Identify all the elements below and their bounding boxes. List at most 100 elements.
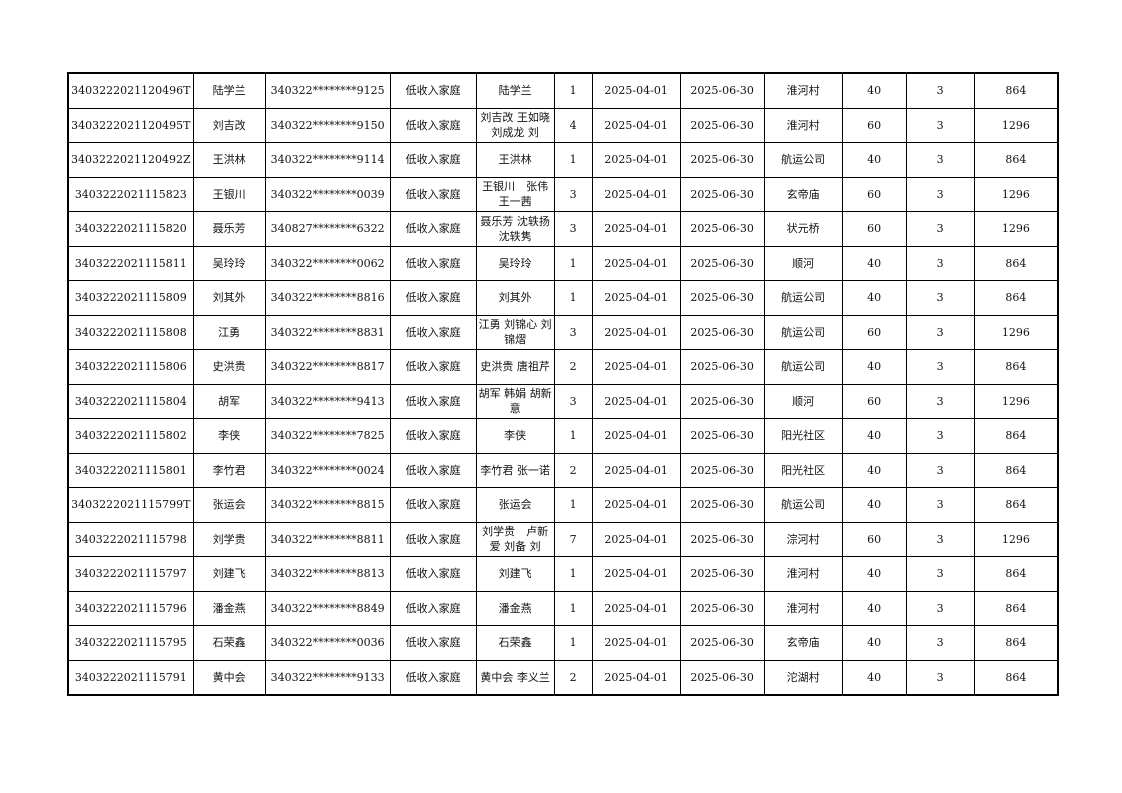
village-cell: 淙河村 [763,521,843,557]
members: 潘金燕 [498,601,532,615]
record-id-cell: 3403222021115795 [67,625,194,661]
amount: 864 [1005,84,1027,98]
amount-cell: 864 [973,142,1059,178]
member-count: 1 [569,636,577,650]
member-count: 1 [569,567,577,581]
village: 航运公司 [781,325,826,339]
end-date: 2025-06-30 [690,84,754,98]
amount-cell: 1296 [973,521,1059,557]
amount: 864 [1005,463,1027,477]
id-number: 340322********8831 [270,325,385,339]
standard: 40 [867,567,882,581]
amount-cell: 1296 [973,176,1059,212]
id-number: 340322********8815 [270,498,385,512]
id-number: 340322********9114 [270,153,385,167]
standard: 40 [867,429,882,443]
months-cell: 3 [905,590,975,626]
id-number-cell: 340322********8817 [264,349,391,385]
member-count: 7 [569,532,577,546]
id-number-cell: 340322********0036 [264,625,391,661]
village-cell: 状元桥 [763,211,843,247]
applicant-name-cell: 潘金燕 [192,590,266,626]
members-cell: 刘建飞 [475,556,555,592]
members: 王洪林 [498,153,532,167]
id-number-cell: 340322********9125 [264,72,391,109]
standard-cell: 60 [841,211,907,247]
months: 3 [936,325,944,339]
members-cell: 吴玲玲 [475,245,555,281]
household-type-cell: 低收入家庭 [389,452,477,488]
members-cell: 陆学兰 [475,72,555,109]
member-count-cell: 1 [553,280,593,316]
table-row: 3403222021115791 黄中会 340322********9133 低收入… [67,659,1059,696]
household-type-cell: 低收入家庭 [389,659,477,696]
amount: 1296 [1001,325,1030,339]
members: 张运会 [498,498,532,512]
member-count: 3 [569,222,577,236]
member-count-cell: 2 [553,452,593,488]
start-date: 2025-04-01 [604,670,668,684]
member-count-cell: 1 [553,72,593,109]
id-number: 340322********7825 [270,429,385,443]
amount: 864 [1005,291,1027,305]
members: 江勇 刘锦心 刘锦熠 [478,318,552,347]
id-number-cell: 340322********0024 [264,452,391,488]
record-id: 3403222021115797 [74,567,187,581]
end-date-cell: 2025-06-30 [679,314,765,350]
months-cell: 3 [905,107,975,143]
applicant-name: 史洪贵 [212,360,246,374]
household-type-cell: 低收入家庭 [389,487,477,523]
members: 刘吉改 王如晓 刘成龙 刘 [480,111,550,140]
applicant-name: 李竹君 [212,463,246,477]
members: 王银川 张伟 王一茜 [482,180,549,209]
months-cell: 3 [905,625,975,661]
id-number-cell: 340322********8815 [264,487,391,523]
member-count: 4 [569,118,577,132]
members: 史洪贵 唐祖芹 [480,360,550,374]
record-id-cell: 3403222021115809 [67,280,194,316]
village: 航运公司 [781,360,826,374]
months: 3 [936,291,944,305]
end-date-cell: 2025-06-30 [679,556,765,592]
record-id-cell: 3403222021115798 [67,521,194,557]
village: 淮河村 [786,118,820,132]
applicant-name-cell: 刘学贵 [192,521,266,557]
months: 3 [936,222,944,236]
village-cell: 玄帝庙 [763,625,843,661]
start-date: 2025-04-01 [604,325,668,339]
applicant-name: 张运会 [212,498,246,512]
end-date: 2025-06-30 [690,463,754,477]
table-row: 3403222021115811 吴玲玲 340322********0062 低收入… [67,245,1059,281]
applicant-name: 刘建飞 [212,567,246,581]
standard-cell: 60 [841,176,907,212]
standard: 40 [867,360,882,374]
record-id: 3403222021115796 [74,601,187,615]
members-cell: 胡军 韩娟 胡新意 [475,383,555,419]
members: 李竹君 张一诺 [480,463,550,477]
months: 3 [936,187,944,201]
standard: 40 [867,256,882,270]
record-id-cell: 3403222021120492Z [67,142,194,178]
village-cell: 阳光社区 [763,452,843,488]
household-type: 低收入家庭 [405,498,461,512]
member-count: 3 [569,325,577,339]
table-row: 3403222021115801 李竹君 340322********0024 低收入… [67,452,1059,488]
end-date: 2025-06-30 [690,670,754,684]
record-id-cell: 3403222021115806 [67,349,194,385]
start-date: 2025-04-01 [604,532,668,546]
members: 刘学贵 卢新爱 刘备 刘 [482,525,549,554]
months: 3 [936,670,944,684]
months-cell: 3 [905,314,975,350]
member-count-cell: 3 [553,176,593,212]
start-date-cell: 2025-04-01 [591,107,681,143]
village-cell: 顺河 [763,245,843,281]
village-cell: 航运公司 [763,142,843,178]
record-id-cell: 3403222021120495T [67,107,194,143]
household-type: 低收入家庭 [405,325,461,339]
members-cell: 史洪贵 唐祖芹 [475,349,555,385]
amount-cell: 1296 [973,107,1059,143]
months-cell: 3 [905,142,975,178]
standard-cell: 60 [841,521,907,557]
start-date: 2025-04-01 [604,463,668,477]
member-count: 2 [569,670,577,684]
